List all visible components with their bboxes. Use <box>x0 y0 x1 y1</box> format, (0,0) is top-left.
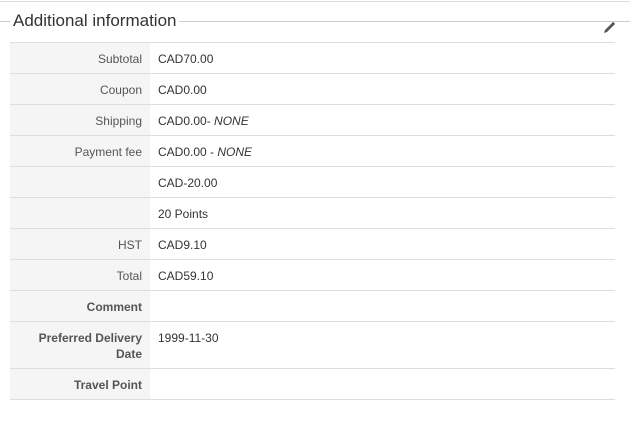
table-row: Payment fee CAD0.00 - NONE <box>10 135 615 167</box>
row-label <box>10 197 150 229</box>
value-text: CAD59.10 <box>158 269 214 283</box>
fieldset-border <box>0 21 630 22</box>
value-text: CAD-20.00 <box>158 176 218 190</box>
value-text: 1999-11-30 <box>158 331 219 345</box>
row-value: CAD-20.00 <box>150 166 615 198</box>
row-value <box>150 368 615 400</box>
top-divider <box>0 1 630 2</box>
row-value: CAD9.10 <box>150 228 615 260</box>
value-text: CAD9.10 <box>158 238 207 252</box>
value-text: CAD70.00 <box>158 52 214 66</box>
value-text: 20 Points <box>158 207 209 221</box>
row-value: 1999-11-30 <box>150 321 615 369</box>
row-label: Preferred Delivery Date <box>10 321 150 369</box>
row-label: Coupon <box>10 73 150 105</box>
row-value: CAD0.00- NONE <box>150 104 615 136</box>
table-row: Comment <box>10 290 615 322</box>
pencil-icon[interactable] <box>601 20 617 36</box>
table-row: HST CAD9.10 <box>10 228 615 260</box>
row-value: CAD0.00 <box>150 73 615 105</box>
row-value: 20 Points <box>150 197 615 229</box>
row-label: Shipping <box>10 104 150 136</box>
row-label: HST <box>10 228 150 260</box>
row-value <box>150 290 615 322</box>
order-summary-table: Subtotal CAD70.00 Coupon CAD0.00 Shipping CAD… <box>10 42 615 400</box>
row-label: Travel Point <box>10 368 150 400</box>
table-row: CAD-20.00 <box>10 166 615 198</box>
row-label: Total <box>10 259 150 291</box>
row-label: Subtotal <box>10 42 150 74</box>
row-label: Comment <box>10 290 150 322</box>
value-text: CAD0.00 <box>158 83 207 97</box>
row-label: Payment fee <box>10 135 150 167</box>
value-text: CAD0.00 - <box>158 145 218 159</box>
table-row: Preferred Delivery Date 1999-11-30 <box>10 321 615 369</box>
table-row: Subtotal CAD70.00 <box>10 42 615 74</box>
method-name: NONE <box>214 114 249 128</box>
method-name: NONE <box>217 145 253 159</box>
table-row: Coupon CAD0.00 <box>10 73 615 105</box>
value-text: CAD0.00- <box>158 114 215 128</box>
panel-title: Additional information <box>10 10 180 32</box>
row-value: CAD70.00 <box>150 42 615 74</box>
table-row: 20 Points <box>10 197 615 229</box>
row-label <box>10 166 150 198</box>
table-row: Shipping CAD0.00- NONE <box>10 104 615 136</box>
row-value: CAD59.10 <box>150 259 615 291</box>
table-row: Total CAD59.10 <box>10 259 615 291</box>
table-row: Travel Point <box>10 368 615 400</box>
row-value: CAD0.00 - NONE <box>150 135 615 167</box>
